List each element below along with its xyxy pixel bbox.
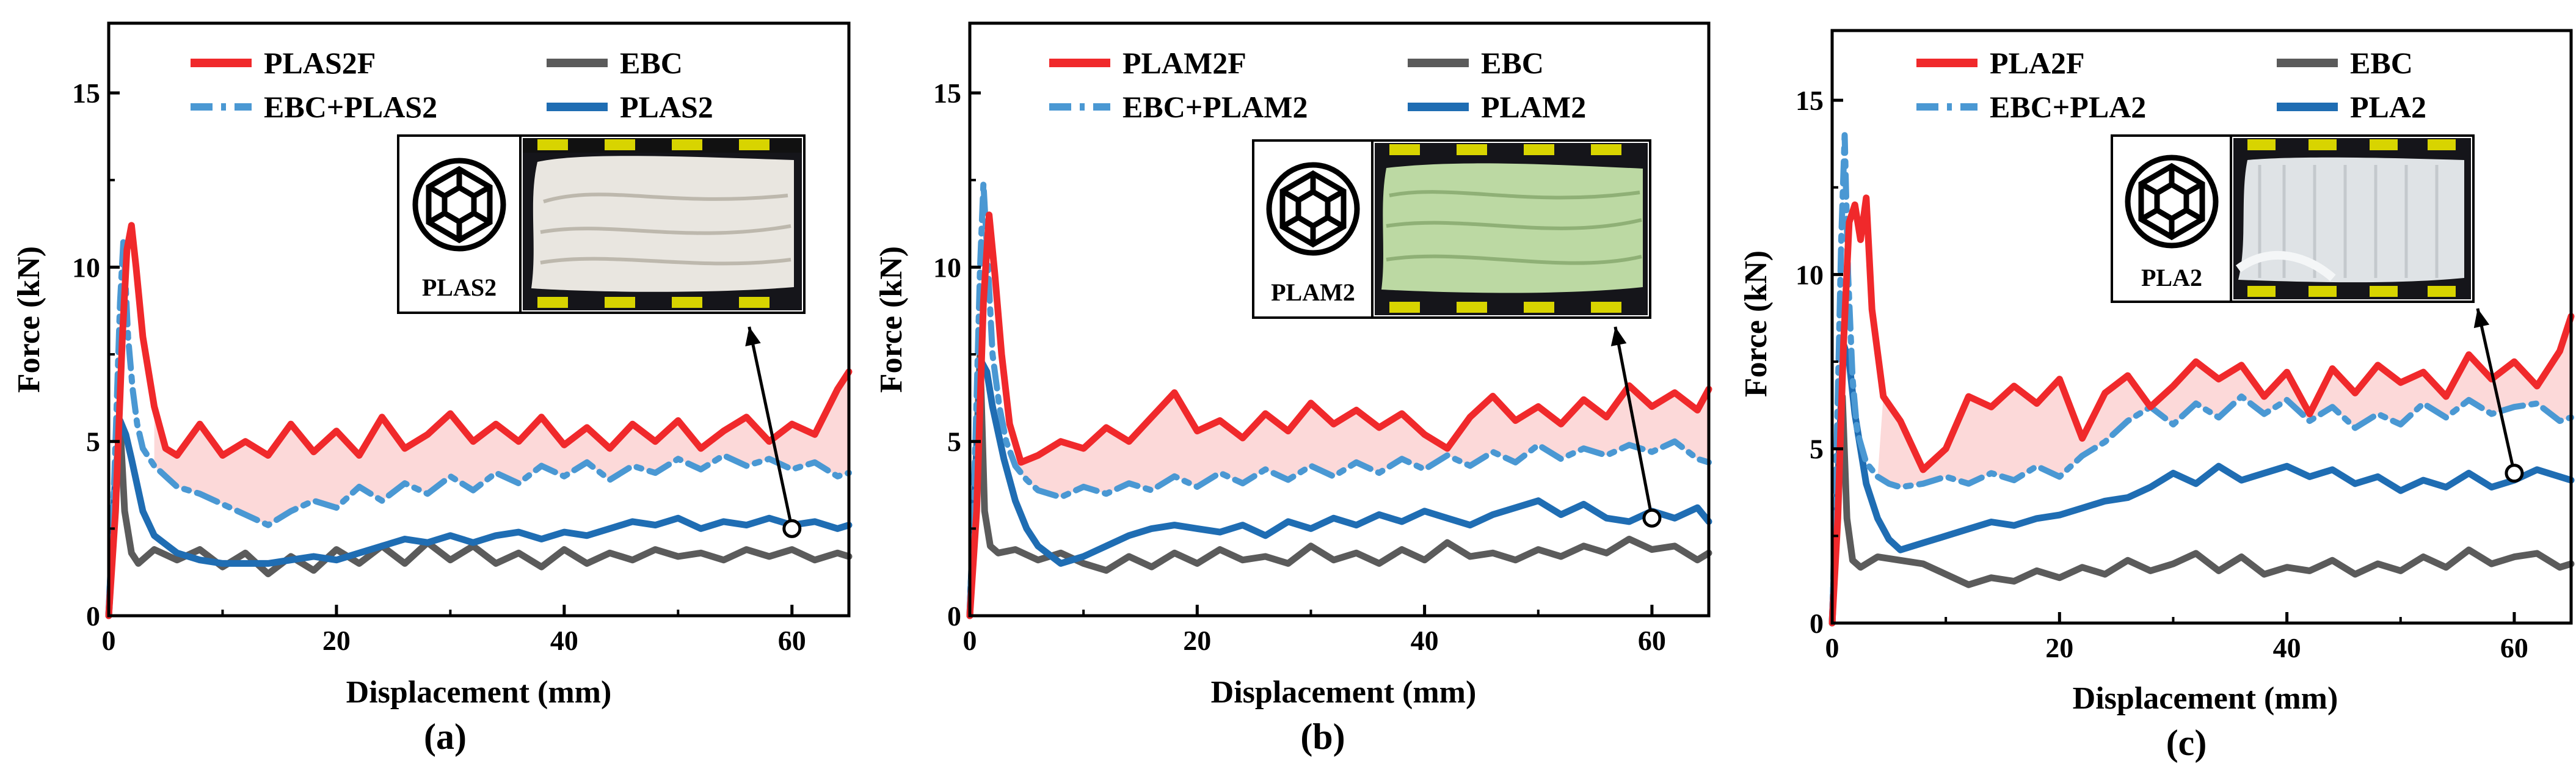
- annotation-arrow: [2476, 308, 2516, 474]
- y-tick-label: 0: [86, 600, 100, 632]
- fill-between-area: [1877, 316, 2571, 487]
- plot-frame: [107, 21, 851, 618]
- x-tick-label: 20: [2045, 632, 2073, 663]
- legend-label-plam2: PLAM2: [1481, 90, 1586, 124]
- series-line-pla2: [1828, 341, 2575, 627]
- x-tick-label: 60: [1638, 625, 1666, 656]
- fill-between-region: [1015, 385, 1709, 497]
- series-line-pla2f: [1828, 194, 2575, 627]
- x-tick-label: 60: [778, 625, 806, 656]
- series-line-ebc-plam2: [967, 180, 1712, 619]
- y-axis-label: Force (kN): [1739, 250, 1774, 397]
- series-line-ebc: [105, 420, 853, 619]
- y-tick-label: 10: [1796, 259, 1824, 290]
- inset-photo: PLA2: [2111, 134, 2475, 303]
- x-tick-label: 60: [2500, 632, 2528, 663]
- y-axis-label: Force (kN): [12, 246, 46, 393]
- x-axis-label: Displacement (mm): [1211, 675, 1477, 710]
- y-tick-label: 10: [72, 252, 100, 283]
- y-tick-label: 5: [947, 426, 961, 458]
- arrow-head: [2473, 308, 2490, 329]
- y-tick-label: 5: [1810, 434, 1824, 465]
- legend-label-pla2: PLA2: [2350, 90, 2426, 124]
- y-tick-label: 15: [1796, 85, 1824, 116]
- axes: 0 20 40 60 0 5 10 15: [1796, 29, 2573, 663]
- legend-label-plam2f: PLAM2F: [1122, 46, 1246, 80]
- legend-label-ebc-plam2: EBC+PLAM2: [1122, 90, 1308, 124]
- annotation-arrow: [748, 326, 794, 529]
- y-tick-label: 5: [86, 426, 100, 458]
- y-tick-label: 0: [1810, 608, 1824, 639]
- legend: PLAS2F EBC EBC+PLAS2 PLAS2: [191, 46, 713, 124]
- plot-frame: [1830, 29, 2573, 625]
- x-tick-label: 0: [1825, 632, 1839, 663]
- legend-label-ebc: EBC: [620, 46, 683, 80]
- fill-between-region: [1877, 316, 2571, 487]
- x-axis-label: Displacement (mm): [346, 675, 612, 710]
- series-line-ebc: [966, 351, 1712, 619]
- panel-label: (a): [424, 717, 467, 757]
- axes: 0 20 40 60 0 5 10 15: [933, 21, 1711, 656]
- y-axis-label: Force (kN): [874, 246, 909, 393]
- series-lines: [105, 222, 853, 619]
- annotation-marker: [2505, 464, 2524, 483]
- y-tick-label: 10: [933, 252, 961, 283]
- legend-label-ebc: EBC: [2350, 46, 2413, 80]
- legend: PLA2F EBC EBC+PLA2 PLA2: [1916, 46, 2426, 124]
- legend-label-ebc-plas2: EBC+PLAS2: [264, 90, 437, 124]
- inset-photo: PLAS2: [397, 134, 806, 314]
- x-tick-label: 0: [963, 625, 977, 656]
- legend-label-pla2f: PLA2F: [1990, 46, 2085, 80]
- y-tick-label: 0: [947, 600, 961, 632]
- panel-b: 0 20 40 60 0 5 10 15 Force (kN) Displacement (m…: [874, 21, 1712, 757]
- inset-photo: PLAM2: [1252, 139, 1651, 319]
- annotation-marker: [1642, 508, 1662, 528]
- series-line-ebc: [1828, 393, 2575, 627]
- series-line-plam2: [966, 358, 1712, 619]
- annotation-marker: [782, 519, 802, 538]
- legend-label-ebc-pla2: EBC+PLA2: [1990, 90, 2146, 124]
- axes: 0 20 40 60 0 5 10 15: [72, 21, 851, 656]
- series-line-plas2f: [105, 222, 853, 619]
- legend: PLAM2F EBC EBC+PLAM2 PLAM2: [1049, 46, 1586, 124]
- series-line-ebc-plas2: [106, 236, 852, 619]
- hexagon-cell-icon: [2125, 155, 2219, 249]
- legend-label-plas2f: PLAS2F: [264, 46, 376, 80]
- hexagon-cell-icon: [412, 158, 506, 252]
- legend-label-ebc: EBC: [1481, 46, 1544, 80]
- annotation-arrow: [1614, 326, 1654, 519]
- panel-c: 0 20 40 60 0 5 10 15 Force (kN) Displacement (m…: [1739, 29, 2575, 763]
- x-axis-label: Displacement (mm): [2073, 681, 2338, 716]
- series-line-ebc-pla2: [1829, 132, 2574, 626]
- x-tick-label: 0: [102, 625, 116, 656]
- specimen-photo: [2238, 157, 2464, 283]
- legend-label-plas2: PLAS2: [620, 90, 713, 124]
- fill-between-region: [154, 371, 850, 525]
- y-tick-label: 15: [933, 78, 961, 109]
- x-tick-label: 20: [322, 625, 351, 656]
- series-lines: [966, 180, 1712, 619]
- series-line-plas2: [105, 417, 853, 619]
- inset-label: PLAS2: [422, 274, 497, 301]
- y-tick-label: 15: [72, 78, 100, 109]
- x-tick-label: 40: [1411, 625, 1439, 656]
- hexagon-cell-icon: [1266, 162, 1360, 256]
- arrow-head: [1610, 327, 1627, 346]
- panel-label: (b): [1300, 717, 1345, 757]
- x-tick-label: 40: [2273, 632, 2301, 663]
- arrow-head: [745, 327, 761, 347]
- inset-label: PLA2: [2141, 264, 2202, 291]
- panel-label: (c): [2166, 723, 2207, 763]
- plot-frame: [968, 21, 1711, 618]
- series-line-plam2f: [966, 211, 1712, 619]
- inset-label: PLAM2: [1271, 279, 1355, 306]
- specimen-photo: [531, 156, 794, 292]
- fill-between-area: [1015, 385, 1709, 497]
- fill-between-area: [154, 371, 850, 525]
- panel-a: 0 20 40 60 0 5 10 15 Force (kN) Displacement (m…: [12, 21, 853, 757]
- x-tick-label: 20: [1183, 625, 1211, 656]
- x-tick-label: 40: [550, 625, 578, 656]
- series-lines: [1828, 132, 2575, 627]
